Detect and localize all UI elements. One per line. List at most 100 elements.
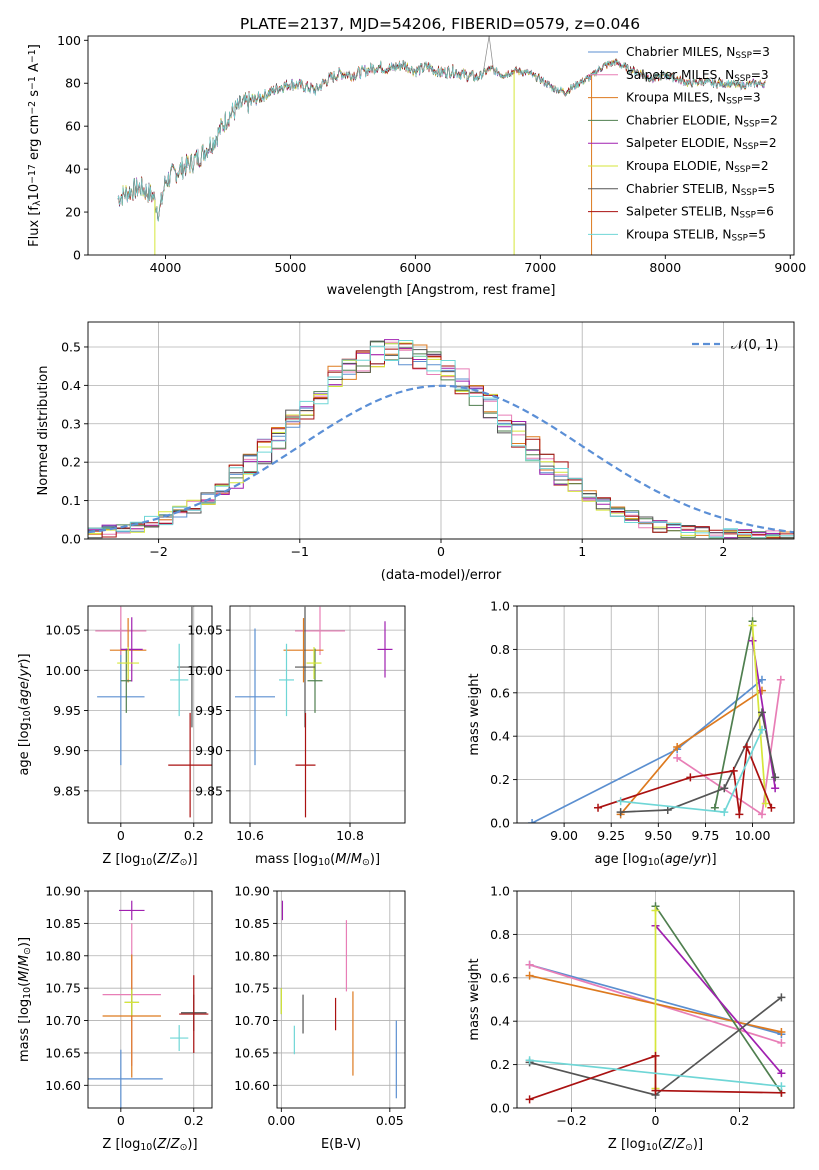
y-axis-label: Flux [fλ10−17 erg cm−2 s−1 A−1]	[27, 44, 44, 247]
axes-frame	[87, 35, 795, 256]
x-axis-label: E(B-V)	[321, 1137, 361, 1152]
weight-marker	[663, 805, 672, 814]
y-tick-label: 0.6	[490, 970, 510, 985]
weight-marker	[777, 1082, 786, 1091]
x-axis-label-part: 10	[318, 857, 330, 868]
weight-marker	[777, 1028, 786, 1037]
y-tick-label: 9.90	[53, 743, 81, 758]
panel-weight-vs-metallicity: −0.2 0 0.20.00.20.40.60.81.0Z [log10(Z/Z⊙)…	[467, 884, 795, 1153]
y-tick-label: 0.8	[490, 642, 510, 657]
legend-label-part: Chabrier ELODIE, N	[626, 113, 743, 127]
legend-label-part: SSP	[734, 165, 750, 175]
y-axis-label: mass [log10(M/M⊙)]	[17, 937, 33, 1062]
y-tick-label: 9.95	[195, 703, 223, 718]
x-tick-label: −1	[291, 544, 309, 559]
weight-marker	[525, 960, 534, 969]
x-axis-label-part: Z	[675, 1137, 686, 1152]
x-axis-label-part: /	[672, 1137, 677, 1152]
legend-label: Kroupa MILES, NSSP=3	[626, 91, 761, 107]
x-axis-label-part: /	[166, 852, 171, 867]
legend-label-part: =3	[751, 68, 769, 82]
y-tick-label: 0.2	[61, 455, 81, 470]
x-axis-label-part: ⊙	[180, 1142, 188, 1153]
normal-curve	[88, 384, 794, 534]
legend-label-part: =2	[751, 159, 769, 173]
panel-mass-vs-metallicity: 0 0.2 10.60 10.65 10.70 10.75 10.80 10.85 10.90 Z…	[17, 884, 213, 1153]
y-axis-label-part: 10	[22, 987, 33, 999]
legend-label: Salpeter ELODIE, NSSP=2	[626, 136, 777, 152]
x-axis-label-part: age [log	[594, 852, 647, 867]
spectrum-line-kroupa-stelib	[117, 59, 766, 222]
x-axis-label-part: M	[351, 852, 362, 867]
x-tick-label: 5000	[275, 260, 307, 275]
y-axis-label-part: 10	[27, 184, 42, 201]
y-tick-label: 1.0	[490, 884, 510, 899]
x-tick-label: 7000	[524, 260, 556, 275]
x-tick-label: 0	[117, 828, 125, 843]
x-axis-label-part: 10	[140, 1142, 152, 1153]
weight-marker	[761, 799, 770, 808]
weight-marker	[616, 808, 625, 817]
x-axis-label: (data-model)/error	[381, 568, 502, 583]
y-axis-label-part: M	[17, 971, 32, 982]
legend-label-part: SSP	[735, 51, 751, 61]
legend-label-part: SSP	[739, 211, 755, 221]
panel-residual-histogram: −2 −1 0 1 2 0.0 0.1 0.2 0.3 0.4 0.5 (data-model)/er…	[36, 321, 795, 583]
weight-marker	[777, 993, 786, 1002]
x-tick-label: 2	[719, 544, 727, 559]
x-axis-label-part: (	[152, 1137, 157, 1152]
legend-label-part: SSP	[741, 188, 757, 198]
y-tick-label: 10.75	[234, 981, 270, 996]
legend-label-part: Salpeter STELIB, N	[626, 205, 739, 219]
x-tick-label: −0.2	[556, 1113, 586, 1128]
x-axis-label: Z [log10(Z/Z⊙)]	[608, 1137, 703, 1153]
x-axis-label-part: Z	[170, 852, 181, 867]
legend-label-part: =3	[752, 45, 770, 59]
weight-line-salpeter-elodie	[654, 925, 783, 1074]
x-tick-label: 1	[578, 544, 586, 559]
weight-marker	[616, 797, 625, 806]
x-axis-label-part: Z [log	[102, 1137, 140, 1152]
y-axis-label-part: yr	[17, 662, 32, 678]
weight-marker	[651, 1086, 660, 1095]
weight-marker	[776, 675, 785, 684]
weight-marker	[686, 773, 695, 782]
x-tick-label: 9.25	[597, 828, 625, 843]
x-axis-label-part: )]	[370, 852, 380, 867]
y-tick-label: 10.85	[234, 916, 270, 931]
y-tick-label: 0.1	[61, 493, 81, 508]
y-axis-label-part: ⊙	[22, 947, 33, 955]
x-tick-label: 0	[652, 1113, 660, 1128]
legend-label: Kroupa STELIB, NSSP=5	[626, 227, 766, 243]
plot-area	[280, 900, 397, 1099]
weight-marker	[757, 725, 766, 734]
plot-area	[88, 339, 794, 539]
x-tick-label: 0	[117, 1113, 125, 1128]
y-axis-label-part: mass [log	[17, 999, 32, 1062]
legend-label: Chabrier MILES, NSSP=3	[626, 45, 770, 61]
x-axis-label-part: (	[658, 1137, 663, 1152]
legend-label-part: =2	[759, 136, 777, 150]
x-axis-label-part: ⊙	[685, 1142, 693, 1153]
y-tick-label: 10.65	[45, 1045, 81, 1060]
legend-label: Chabrier ELODIE, NSSP=2	[626, 113, 778, 129]
axes-frame	[516, 605, 795, 824]
legend-label-part: =3	[743, 91, 761, 105]
x-axis-label-part: age	[665, 852, 689, 867]
weight-marker	[771, 773, 780, 782]
panel-weight-vs-age: 9.00 9.25 9.50 9.75 10.00 0.0 0.2 0.4 0.6 0.8 1.0 a…	[467, 599, 795, 868]
panel-spectrum: 4000 5000 6000 7000 8000 9000 0 20 40 60 80 100 wave…	[27, 33, 807, 298]
y-tick-label: 0.2	[490, 772, 510, 787]
x-tick-label: 9.00	[550, 828, 578, 843]
weight-marker	[525, 1095, 534, 1104]
y-tick-label: 10.00	[45, 663, 81, 678]
x-tick-label: 4000	[150, 260, 182, 275]
y-tick-label: 0.3	[61, 416, 81, 431]
x-tick-label: 9.50	[644, 828, 672, 843]
histogram-kroupa-stelib	[88, 340, 794, 539]
x-tick-label: 10.6	[236, 828, 264, 843]
y-tick-label: 10.90	[234, 884, 270, 899]
y-axis-label-part: /	[17, 966, 32, 971]
figure-title: PLATE=2137, MJD=54206, FIBERID=0579, z=0…	[240, 15, 640, 33]
legend-label-part: =2	[760, 113, 778, 127]
